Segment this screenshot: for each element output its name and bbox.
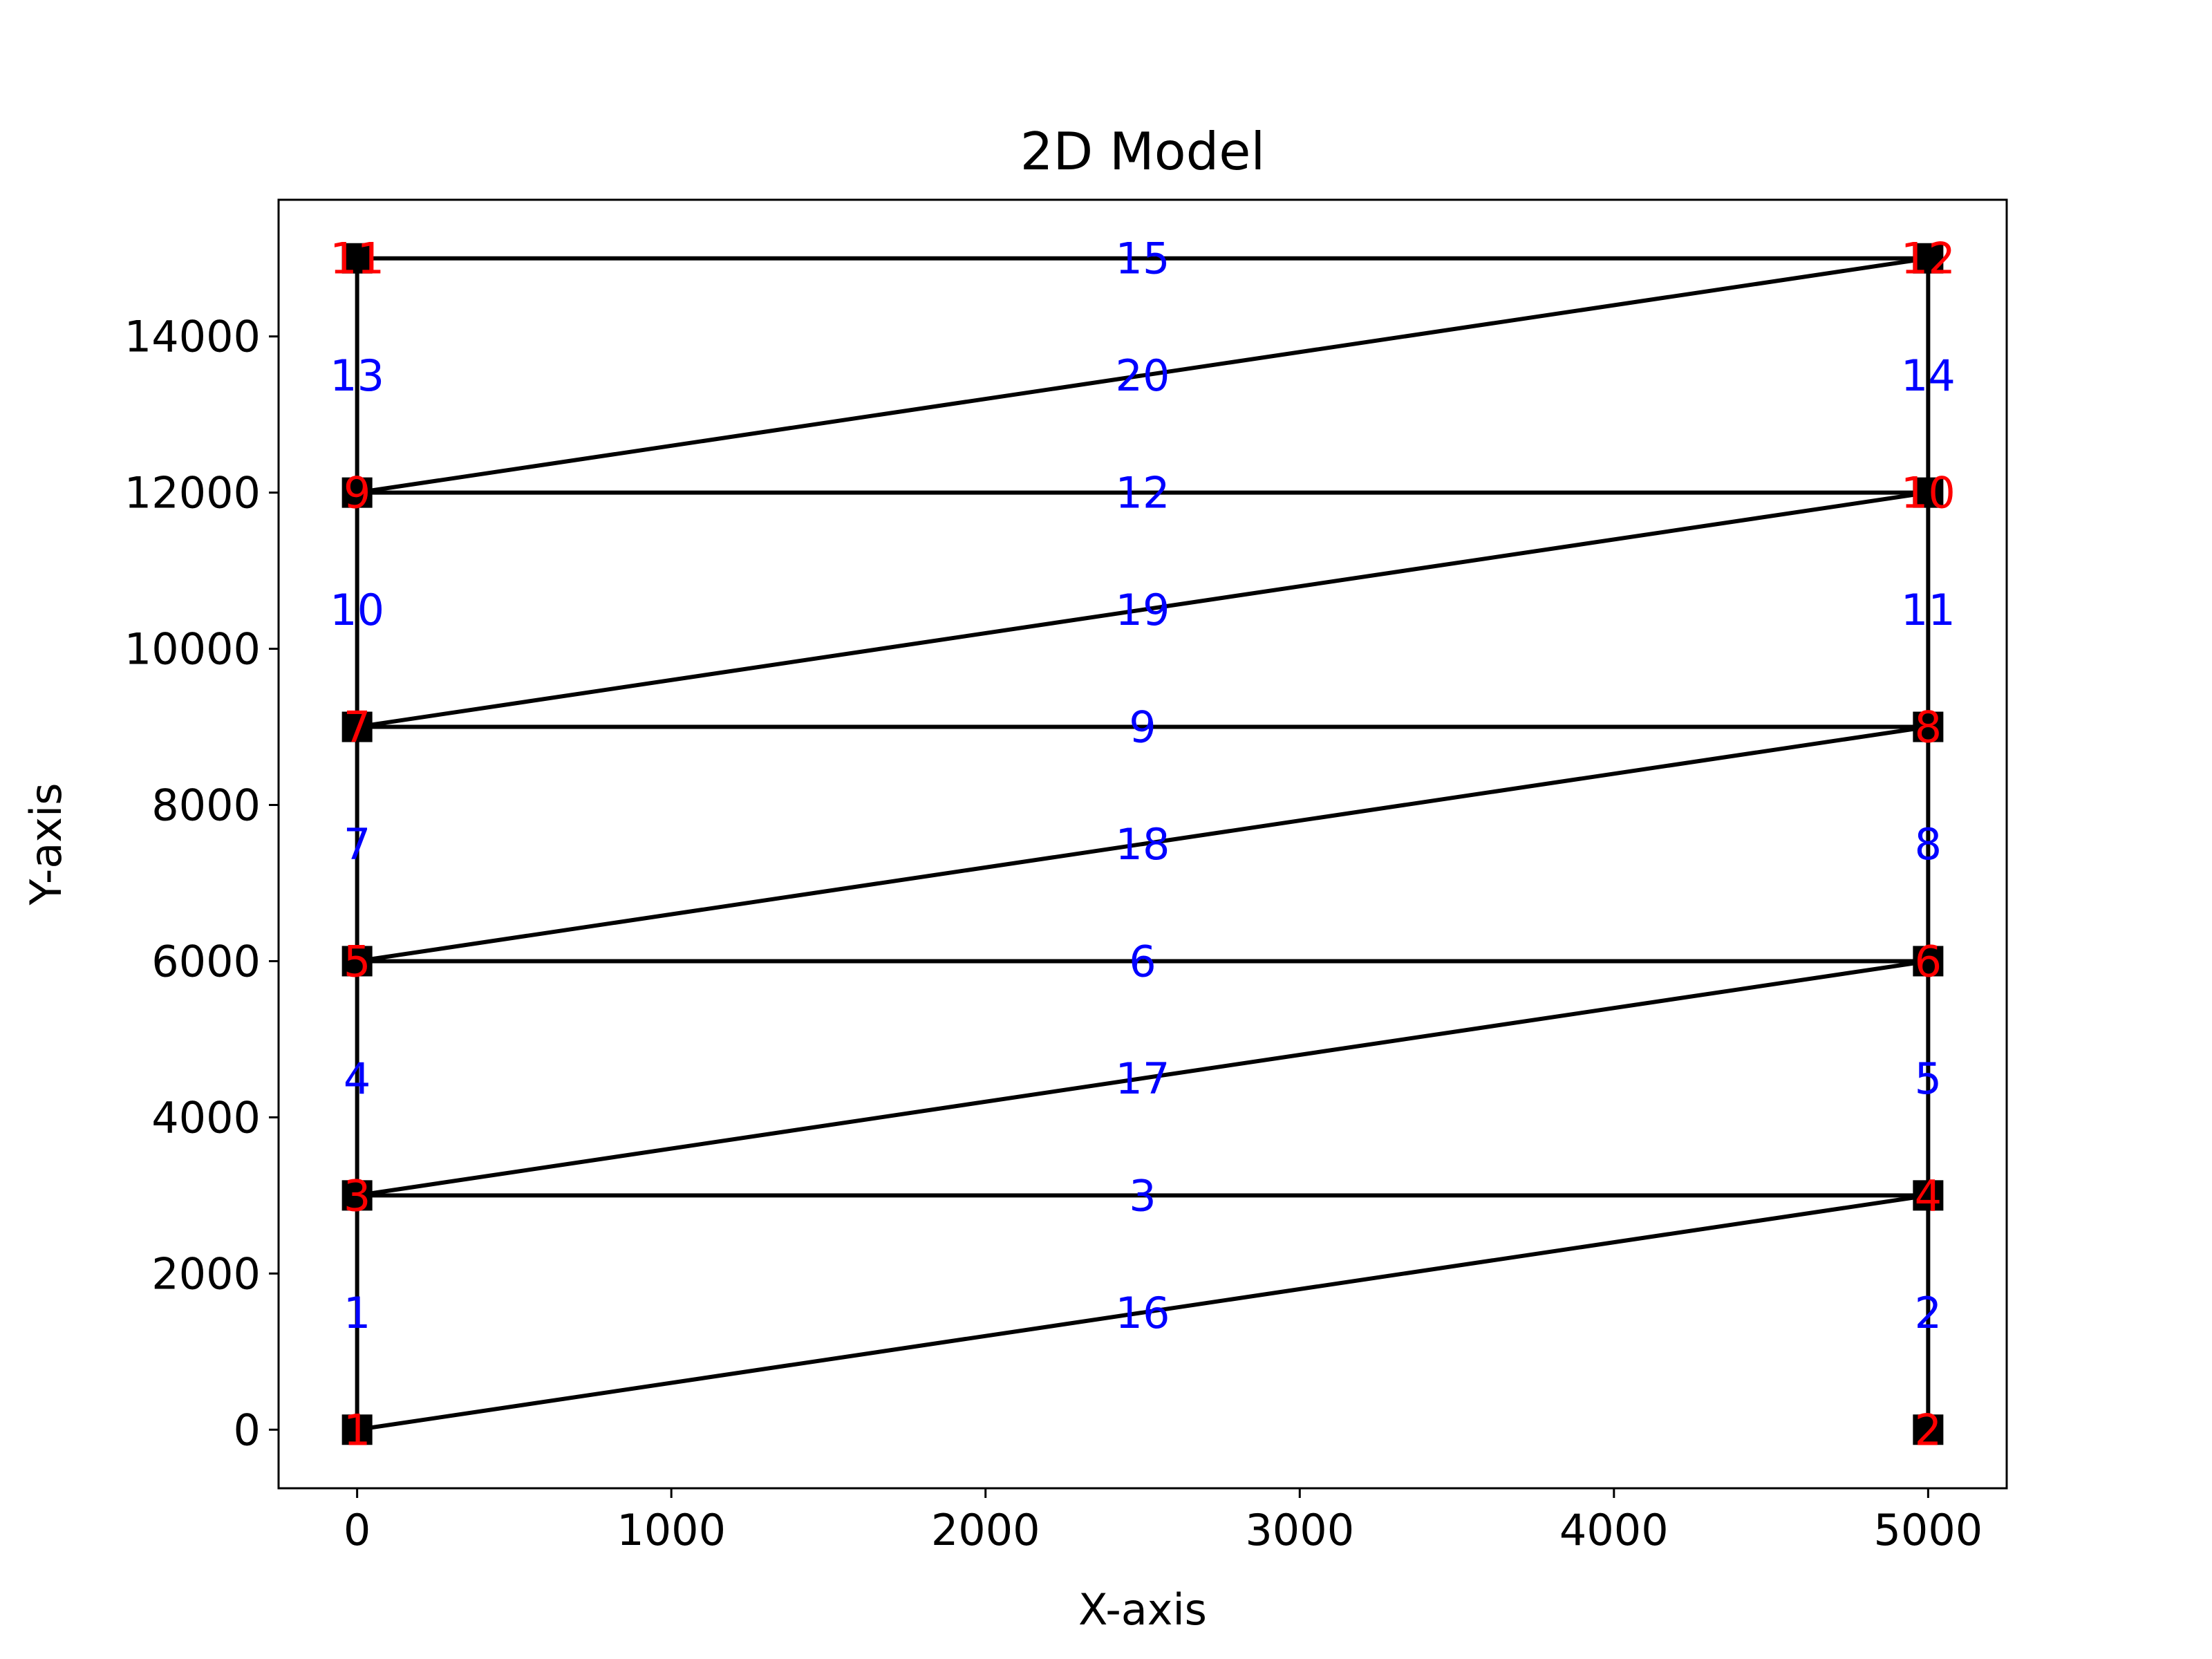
element-label-2: 2 <box>1915 1288 1942 1338</box>
y-tick-label: 14000 <box>124 312 261 362</box>
y-tick-label: 8000 <box>151 780 261 831</box>
node-marker-1 <box>341 1414 373 1445</box>
element-label-9: 9 <box>1129 702 1156 753</box>
y-tick-label: 12000 <box>124 468 261 518</box>
element-label-19: 19 <box>1116 585 1170 635</box>
element-label-17: 17 <box>1116 1053 1170 1104</box>
x-tick-label: 4000 <box>1559 1505 1669 1555</box>
node-marker-9 <box>341 477 373 508</box>
y-tick-label: 10000 <box>124 624 261 675</box>
y-tick-label: 6000 <box>151 936 261 986</box>
element-label-16: 16 <box>1116 1288 1170 1338</box>
x-axis: 0 1000 2000 3000 4000 5000 <box>344 1488 1983 1555</box>
element-line-17 <box>357 959 1929 1198</box>
element-label-4: 4 <box>344 1053 371 1104</box>
node-marker-12 <box>1913 243 1944 274</box>
element-line-16 <box>357 1193 1929 1432</box>
element-label-7: 7 <box>344 819 371 870</box>
node-label-4: 4 <box>1915 1170 1942 1221</box>
element-line-19 <box>357 490 1929 729</box>
node-marker-8 <box>1913 711 1944 742</box>
node-label-5: 5 <box>344 936 371 986</box>
node-label-8: 8 <box>1915 702 1942 753</box>
element-label-20: 20 <box>1116 350 1170 401</box>
element-label-11: 11 <box>1901 585 1956 635</box>
node-label-12: 12 <box>1901 234 1956 284</box>
node-label-7: 7 <box>344 702 371 753</box>
node-marker-7 <box>341 711 373 742</box>
y-axis-label: Y-axis <box>21 782 71 906</box>
element-line-18 <box>357 724 1929 964</box>
element-label-1: 1 <box>344 1288 371 1338</box>
element-label-15: 15 <box>1116 234 1170 284</box>
node-label-6: 6 <box>1915 936 1942 986</box>
y-tick-label: 0 <box>234 1405 261 1455</box>
node-marker-2 <box>1913 1414 1944 1445</box>
x-tick-label: 1000 <box>617 1505 726 1555</box>
x-tick-label: 0 <box>344 1505 371 1555</box>
element-label-8: 8 <box>1915 819 1942 870</box>
node-marker-11 <box>341 243 373 274</box>
node-marker-3 <box>341 1180 373 1211</box>
y-tick-label: 4000 <box>151 1092 261 1143</box>
element-label-6: 6 <box>1129 936 1156 986</box>
x-tick-label: 5000 <box>1873 1505 1983 1555</box>
node-marker-6 <box>1913 946 1944 977</box>
plot-frame <box>277 198 2008 1490</box>
x-axis-label: X-axis <box>1078 1584 1207 1635</box>
y-axis: 0 2000 4000 6000 8000 10000 12000 14000 <box>124 312 279 1455</box>
chart-title: 2D Model <box>1020 121 1266 182</box>
element-label-14: 14 <box>1901 350 1956 401</box>
x-tick-label: 2000 <box>931 1505 1040 1555</box>
node-label-11: 11 <box>330 234 384 284</box>
node-marker-10 <box>1913 477 1944 508</box>
element-label-13: 13 <box>330 350 384 401</box>
y-tick-label: 2000 <box>151 1248 261 1299</box>
x-tick-label: 3000 <box>1245 1505 1354 1555</box>
elements-layer <box>355 256 1931 1432</box>
nodes-layer <box>341 243 1944 1445</box>
node-label-10: 10 <box>1901 468 1956 518</box>
node-marker-5 <box>341 946 373 977</box>
node-label-1: 1 <box>344 1405 371 1455</box>
element-line-20 <box>357 256 1929 495</box>
node-label-2: 2 <box>1915 1405 1942 1455</box>
element-label-10: 10 <box>330 585 384 635</box>
element-label-18: 18 <box>1116 819 1170 870</box>
element-label-3: 3 <box>1129 1170 1156 1221</box>
element-label-5: 5 <box>1915 1053 1942 1104</box>
node-label-9: 9 <box>344 468 371 518</box>
element-label-12: 12 <box>1116 468 1170 518</box>
node-label-3: 3 <box>344 1170 371 1221</box>
node-marker-4 <box>1913 1180 1944 1211</box>
